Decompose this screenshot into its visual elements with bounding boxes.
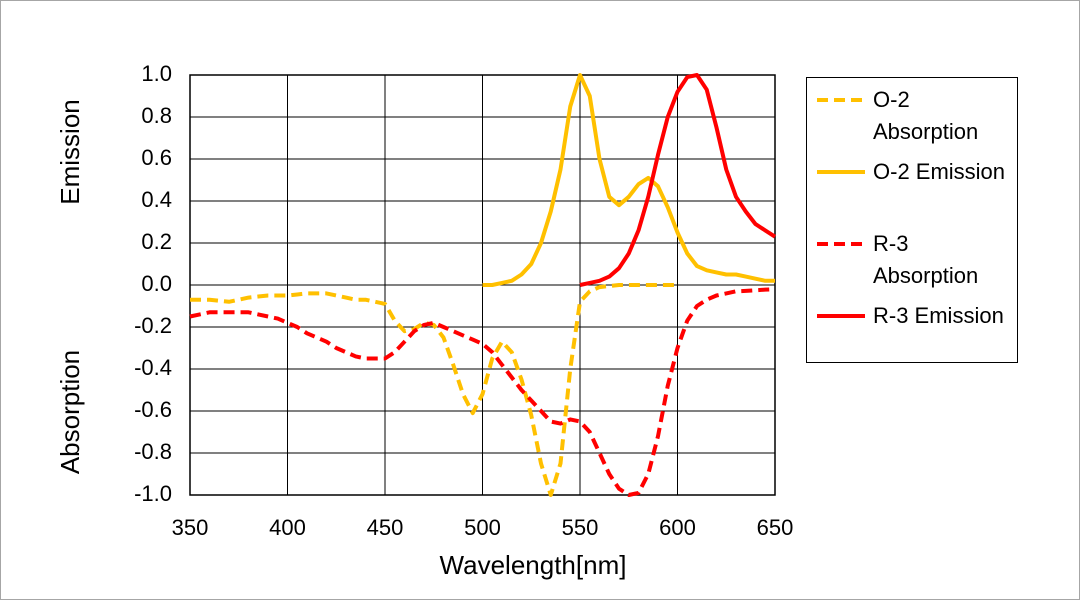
legend-swatch (817, 98, 865, 102)
legend-swatch (817, 170, 865, 174)
y-tick-label: 0.4 (141, 187, 172, 212)
x-tick-label: 450 (367, 515, 404, 540)
legend-item: R-3 Absorption (817, 228, 1013, 292)
x-tick-label: 400 (269, 515, 306, 540)
plot-border (189, 74, 776, 496)
legend-label: R-3 Absorption (873, 231, 979, 288)
y-tick-label: 0.8 (141, 103, 172, 128)
legend-label: O-2 Emission (873, 159, 1006, 184)
legend-item: R-3 Emission (817, 300, 1013, 332)
legend-label: R-3 Emission (873, 303, 1004, 328)
x-tick-label: 650 (757, 515, 794, 540)
y-axis-title: Emission (55, 99, 85, 204)
y-tick-label: -0.6 (134, 397, 172, 422)
series-line (190, 283, 678, 497)
x-tick-label: 350 (172, 515, 209, 540)
series-line (482, 73, 775, 287)
y-tick-label: -0.2 (134, 313, 172, 338)
y-tick-label: 0.2 (141, 229, 172, 254)
series-line (579, 73, 777, 287)
x-tick-label: 500 (464, 515, 501, 540)
legend-swatch (817, 314, 865, 318)
legend: O-2 Absorption O-2 Emission R-3 Absorption… (806, 77, 1018, 363)
x-axis-title: Wavelength[nm] (440, 550, 627, 580)
y-tick-label: -1.0 (134, 481, 172, 506)
legend-label: O-2 Absorption (873, 87, 979, 144)
y-axis-title: Absorption (55, 350, 85, 474)
y-tick-label: -0.8 (134, 439, 172, 464)
y-tick-label: 0.0 (141, 271, 172, 296)
y-tick-label: 0.6 (141, 145, 172, 170)
y-tick-label: 1.0 (141, 61, 172, 86)
series-line (189, 287, 776, 497)
legend-swatch (817, 242, 865, 246)
x-tick-label: 600 (659, 515, 696, 540)
x-tick-label: 550 (562, 515, 599, 540)
legend-item: O-2 Absorption (817, 84, 1013, 148)
y-tick-label: -0.4 (134, 355, 172, 380)
legend-item: O-2 Emission (817, 156, 1013, 188)
